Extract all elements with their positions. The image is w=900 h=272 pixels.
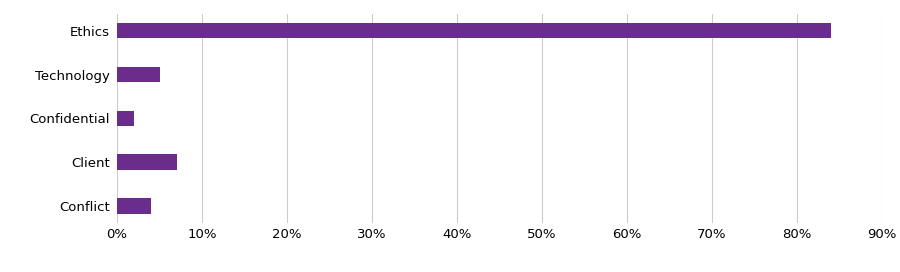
Bar <box>117 198 151 214</box>
Bar <box>117 67 159 82</box>
Bar <box>117 111 134 126</box>
Bar <box>117 23 831 38</box>
Bar <box>117 154 176 170</box>
